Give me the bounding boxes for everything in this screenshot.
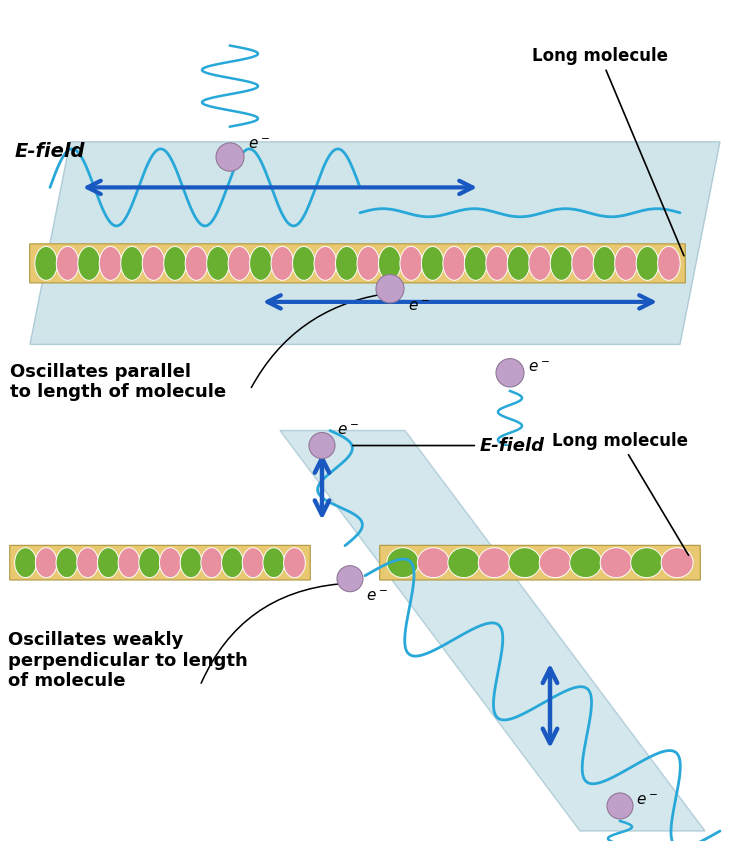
Ellipse shape xyxy=(615,246,638,280)
FancyBboxPatch shape xyxy=(10,545,310,580)
FancyBboxPatch shape xyxy=(30,244,686,283)
Ellipse shape xyxy=(250,246,272,280)
Ellipse shape xyxy=(34,246,58,280)
Circle shape xyxy=(376,274,404,303)
Ellipse shape xyxy=(292,246,315,280)
Ellipse shape xyxy=(387,547,418,578)
Ellipse shape xyxy=(448,547,480,578)
Ellipse shape xyxy=(400,246,422,280)
Ellipse shape xyxy=(570,547,602,578)
Ellipse shape xyxy=(539,547,572,578)
Text: Oscillates weakly
perpendicular to length
of molecule: Oscillates weakly perpendicular to lengt… xyxy=(8,631,248,690)
Ellipse shape xyxy=(76,547,98,578)
Ellipse shape xyxy=(15,547,37,578)
Ellipse shape xyxy=(78,246,101,280)
Text: $e^-$: $e^-$ xyxy=(408,299,430,315)
Ellipse shape xyxy=(593,246,616,280)
Ellipse shape xyxy=(263,547,285,578)
Ellipse shape xyxy=(442,246,466,280)
Ellipse shape xyxy=(56,246,79,280)
Ellipse shape xyxy=(572,246,594,280)
Ellipse shape xyxy=(550,246,573,280)
Ellipse shape xyxy=(207,246,230,280)
Ellipse shape xyxy=(271,246,293,280)
Ellipse shape xyxy=(417,547,449,578)
Text: $e^-$: $e^-$ xyxy=(337,423,359,438)
Ellipse shape xyxy=(507,246,530,280)
Circle shape xyxy=(607,793,633,819)
Text: Long molecule: Long molecule xyxy=(552,431,688,555)
Ellipse shape xyxy=(379,246,401,280)
Ellipse shape xyxy=(221,547,243,578)
Ellipse shape xyxy=(509,547,541,578)
Text: Long molecule: Long molecule xyxy=(532,47,684,256)
Text: $e^-$: $e^-$ xyxy=(636,793,658,808)
Ellipse shape xyxy=(486,246,508,280)
Circle shape xyxy=(496,358,524,387)
Ellipse shape xyxy=(600,547,632,578)
Ellipse shape xyxy=(662,547,693,578)
Ellipse shape xyxy=(464,246,487,280)
Text: $e^-$: $e^-$ xyxy=(248,137,270,152)
Ellipse shape xyxy=(478,547,510,578)
Ellipse shape xyxy=(422,246,444,280)
Ellipse shape xyxy=(201,547,223,578)
Ellipse shape xyxy=(185,246,208,280)
Circle shape xyxy=(216,143,244,172)
Ellipse shape xyxy=(335,246,358,280)
Ellipse shape xyxy=(228,246,251,280)
Text: Oscillates parallel
to length of molecule: Oscillates parallel to length of molecul… xyxy=(10,362,226,401)
Ellipse shape xyxy=(56,547,78,578)
Ellipse shape xyxy=(242,547,264,578)
Ellipse shape xyxy=(180,547,202,578)
Ellipse shape xyxy=(164,246,186,280)
Ellipse shape xyxy=(529,246,551,280)
Ellipse shape xyxy=(314,246,337,280)
Circle shape xyxy=(309,432,335,458)
Ellipse shape xyxy=(118,547,140,578)
Ellipse shape xyxy=(658,246,680,280)
Text: $e^-$: $e^-$ xyxy=(528,360,550,375)
Ellipse shape xyxy=(121,246,143,280)
Ellipse shape xyxy=(284,547,305,578)
Ellipse shape xyxy=(139,547,160,578)
FancyBboxPatch shape xyxy=(380,545,700,580)
Ellipse shape xyxy=(636,246,658,280)
Polygon shape xyxy=(280,431,705,831)
Text: $e^-$: $e^-$ xyxy=(366,590,388,604)
Ellipse shape xyxy=(357,246,380,280)
Circle shape xyxy=(337,566,363,592)
Ellipse shape xyxy=(35,547,57,578)
Ellipse shape xyxy=(98,547,119,578)
Ellipse shape xyxy=(99,246,122,280)
Text: E-field: E-field xyxy=(352,436,545,454)
Ellipse shape xyxy=(631,547,663,578)
Ellipse shape xyxy=(142,246,165,280)
Polygon shape xyxy=(30,142,720,345)
Text: E-field: E-field xyxy=(15,142,86,161)
Ellipse shape xyxy=(160,547,182,578)
